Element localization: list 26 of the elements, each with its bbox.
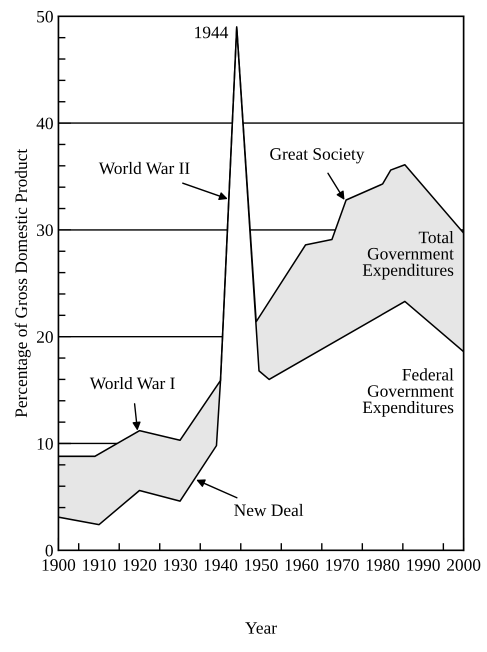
annotation: World War II [98, 162, 190, 174]
annotation: 1944 [195, 26, 228, 38]
y-tick-label: 20 [36, 331, 53, 343]
series-label: Federal Government Expenditures [362, 368, 454, 417]
annotation: Great Society [270, 148, 364, 164]
x-tick-label: 1900 [42, 559, 76, 571]
x-tick-label: 1960 [286, 559, 318, 571]
annotation: New Deal [234, 504, 304, 516]
y-tick-label: 30 [37, 224, 53, 236]
y-tick-label: 10 [38, 438, 53, 450]
x-tick-label: 1950 [245, 559, 278, 571]
x-tick-label: 1970 [326, 559, 359, 571]
series-label: Total Government Expenditures [362, 231, 454, 280]
x-tick-label: 1980 [366, 559, 400, 571]
x-tick-label: 1920 [124, 559, 156, 571]
x-tick-label: 2000 [447, 559, 480, 571]
x-tick-label: 1930 [164, 559, 197, 571]
y-tick-label: 0 [46, 544, 53, 556]
x-axis-title: Year [245, 622, 277, 634]
y-tick-label: 50 [37, 10, 53, 22]
x-tick-label: 1910 [83, 559, 116, 571]
y-tick-label: 40 [36, 118, 53, 130]
x-tick-label: 1990 [407, 559, 440, 571]
annotation: World War I [90, 376, 175, 390]
x-tick-label: 1940 [204, 559, 238, 571]
y-axis-title: Percentage of Gross Domestic Product [14, 148, 31, 418]
